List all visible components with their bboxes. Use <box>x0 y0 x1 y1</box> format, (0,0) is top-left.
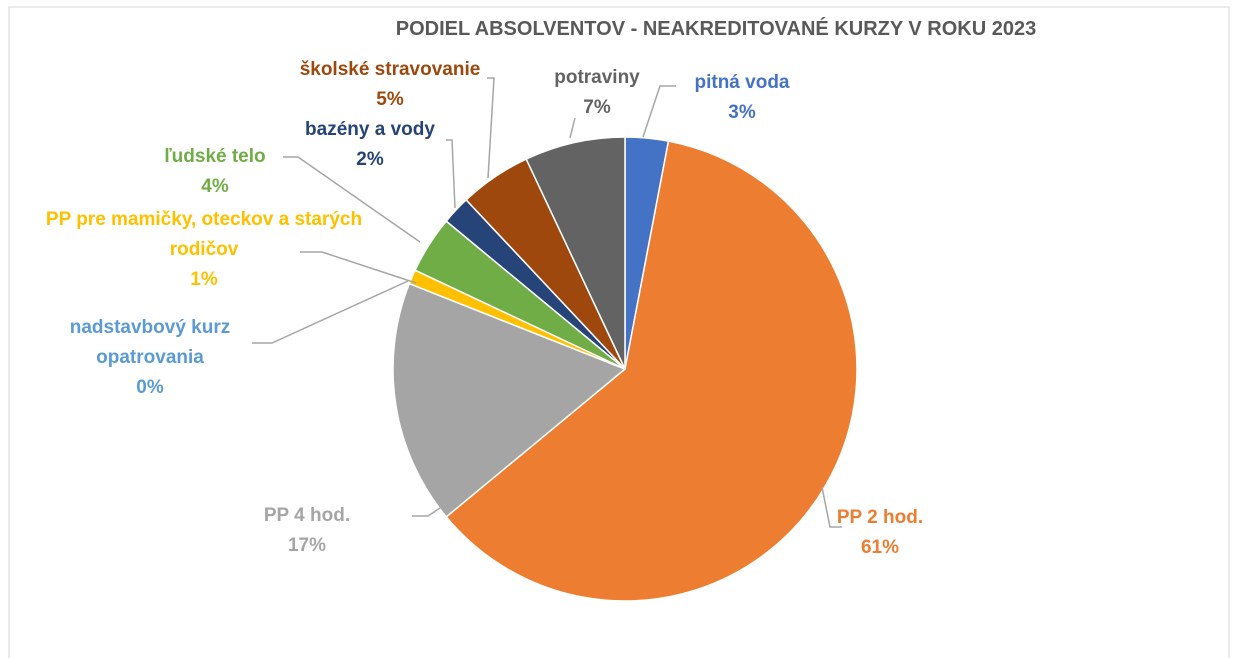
value-label: 5% <box>376 89 404 110</box>
category-label: školské stravovanie <box>299 59 481 80</box>
leader-line <box>821 486 842 528</box>
leader-line <box>283 156 421 243</box>
value-label: 2% <box>356 149 384 170</box>
leader-line <box>642 85 676 138</box>
value-label: 61% <box>860 537 900 558</box>
leader-line <box>446 139 456 209</box>
category-label: bazény a vody <box>305 119 435 140</box>
value-label: 0% <box>136 377 164 398</box>
data-label: ľudské telo 4% <box>115 142 315 202</box>
data-label: nadstavbový kurz opatrovania 0% <box>35 313 265 403</box>
leader-line <box>487 77 495 179</box>
chart-frame <box>8 6 1230 658</box>
leader-line <box>252 280 409 344</box>
pie-slice <box>392 282 627 518</box>
data-label: školské stravovanie 5% <box>260 55 520 115</box>
category-label: pitná voda <box>694 72 790 93</box>
data-label: bazény a vody 2% <box>270 115 470 175</box>
pie-slice <box>525 136 626 370</box>
data-label: PP 4 hod. 17% <box>227 501 387 561</box>
value-label: 4% <box>201 176 229 197</box>
pie-slice <box>445 140 858 602</box>
category-label: ľudské telo <box>164 146 266 167</box>
category-label: PP 4 hod. <box>263 505 351 526</box>
category-label: PP 2 hod. <box>836 507 924 528</box>
category-label: nadstavbový kurz opatrovania <box>69 317 231 368</box>
chart-title: PODIEL ABSOLVENTOV - NEAKREDITOVANÉ KURZ… <box>395 18 1037 40</box>
value-label: 17% <box>287 535 327 556</box>
category-label: potraviny <box>554 67 640 88</box>
value-label: 7% <box>583 97 611 118</box>
leader-line <box>569 117 576 139</box>
value-label: 1% <box>190 269 218 290</box>
value-label: 3% <box>728 102 756 123</box>
data-label: PP 2 hod. 61% <box>800 503 960 563</box>
category-label: PP pre mamičky, oteckov a starých rodičo… <box>45 209 363 260</box>
leader-line <box>300 251 417 284</box>
leader-lines <box>252 77 842 528</box>
data-label: potraviny 7% <box>517 63 677 123</box>
data-label: PP pre mamičky, oteckov a starých rodičo… <box>29 205 379 295</box>
leader-line <box>412 507 441 517</box>
data-label: pitná voda 3% <box>662 68 822 128</box>
